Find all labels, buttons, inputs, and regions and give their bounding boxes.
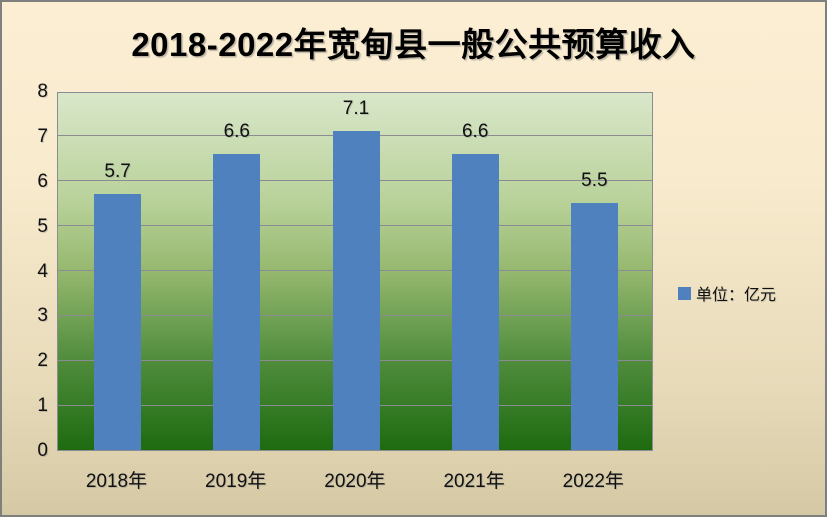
bar-value-label: 6.6 <box>461 120 489 142</box>
legend: 单位：亿元 <box>678 281 776 305</box>
y-axis-tick-label: 1 <box>37 395 48 417</box>
x-axis-category-label: 2021年 <box>443 471 505 492</box>
bar <box>213 153 261 450</box>
bar <box>332 131 380 450</box>
bar-value-label: 5.7 <box>104 161 131 183</box>
y-axis-tick-label: 3 <box>37 305 48 327</box>
bar <box>570 203 618 450</box>
x-axis-category-label: 2019年 <box>205 471 267 492</box>
bar-value-label: 6.6 <box>223 120 250 142</box>
legend-marker-square <box>678 286 691 300</box>
bar <box>94 194 142 450</box>
y-axis-tick-label: 6 <box>37 170 48 192</box>
chart-title: 2018-2022年宽甸县一般公共预算收入 <box>131 26 696 63</box>
legend-label: 单位：亿元 <box>696 287 777 304</box>
y-axis-tick-label: 8 <box>37 81 48 102</box>
bar-value-label: 7.1 <box>342 98 370 120</box>
x-axis-category-label: 2020年 <box>324 471 386 492</box>
y-axis-tick-label: 5 <box>37 215 48 237</box>
y-axis-tick-label: 4 <box>37 260 48 282</box>
x-axis-category-label: 2022年 <box>562 471 624 492</box>
y-axis-tick-label: 7 <box>37 125 48 147</box>
x-axis-category-label: 2018年 <box>85 471 148 492</box>
plot-area: 5.7 6.6 7.1 6.6 5.5 <box>57 92 653 451</box>
bar-value-label: 5.5 <box>581 170 608 192</box>
y-axis-tick-label: 0 <box>37 440 48 461</box>
y-axis-tick-label: 2 <box>37 350 48 372</box>
bar <box>451 153 499 450</box>
